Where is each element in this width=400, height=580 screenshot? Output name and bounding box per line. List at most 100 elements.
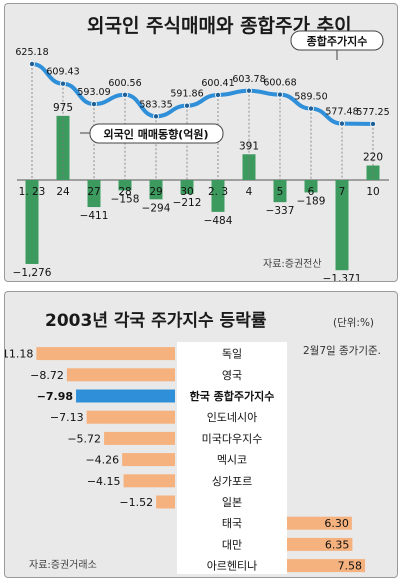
country-label: 아르헨티나 (207, 560, 258, 573)
index-change-bar (86, 410, 175, 424)
index-change-bar (123, 474, 175, 488)
country-label: 독일 (222, 347, 242, 361)
net-buy-bar (180, 180, 194, 194)
kospi-value-label: 589.50 (294, 92, 327, 103)
net-buy-bar (149, 180, 163, 200)
date-tick-label: 2. 3 (208, 186, 228, 198)
kospi-point (91, 101, 98, 108)
net-buy-bar (273, 180, 287, 203)
index-change-bar (287, 516, 352, 530)
net-buy-bar (87, 180, 101, 208)
net-buy-label: −1,371 (323, 273, 362, 281)
index-change-label: −7.98 (37, 390, 73, 403)
net-buy-label: −212 (173, 197, 202, 209)
kospi-point (183, 102, 190, 109)
line-legend-label: 종합주가지수 (307, 34, 368, 48)
net-buy-label: 220 (363, 152, 383, 164)
net-buy-label: 975 (53, 102, 73, 114)
date-tick-label: 1. 23 (19, 186, 46, 198)
kospi-value-label: 600.68 (263, 78, 296, 89)
kospi-value-label: 591.86 (170, 89, 203, 100)
index-change-bar (122, 453, 175, 467)
date-tick-label: 24 (56, 186, 70, 198)
kospi-point (276, 91, 283, 98)
net-buy-bar (211, 180, 225, 212)
index-change-label: −11.18 (5, 348, 33, 361)
index-change-bar (156, 495, 175, 509)
index-change-chart-panel: 2003년 각국 주가지수 등락률 (단위:%) 2월7일 종가기준. −11.… (4, 291, 398, 578)
kospi-point (369, 120, 376, 127)
country-label: 대만 (222, 538, 242, 551)
index-change-label: 7.58 (338, 560, 363, 573)
chart-title: 외국인 주식매매와 종합주가 추이 (87, 15, 352, 37)
date-tick-label: 7 (339, 186, 346, 198)
date-tick-label: 28 (118, 186, 131, 198)
date-tick-label: 27 (87, 186, 100, 198)
net-buy-label: −337 (266, 205, 295, 217)
kospi-value-label: 600.41 (201, 78, 234, 89)
date-tick-label: 29 (149, 186, 162, 198)
net-buy-label: −158 (111, 193, 140, 205)
foreign-trading-chart-panel: 외국인 주식매매와 종합주가 추이 −1,276 975 −411 −158 −294−… (4, 3, 398, 282)
date-tick-label: 30 (180, 186, 193, 198)
country-label: 싱가포르 (212, 475, 252, 488)
country-label: 영국 (222, 369, 242, 382)
date-tick-label: 5 (277, 186, 284, 198)
net-buy-label: −189 (297, 195, 326, 207)
kospi-value-label: 603.78 (232, 74, 265, 85)
net-buy-bar (335, 180, 349, 271)
index-change-label: −4.15 (87, 475, 121, 488)
line-legend-callout: 종합주가지수 (290, 30, 384, 60)
country-label: 미국다우지수 (202, 432, 263, 445)
kospi-value-label: 583.35 (139, 99, 172, 110)
date-tick-label: 6 (308, 186, 315, 198)
kospi-value-label: 593.09 (77, 87, 110, 98)
kospi-point (122, 91, 129, 98)
index-change-bar (104, 431, 175, 445)
date-tick-label: 10 (366, 186, 379, 198)
kospi-point (245, 87, 252, 94)
net-buy-bar (304, 180, 318, 193)
index-change-bar (36, 347, 176, 361)
net-buy-label: −411 (80, 210, 109, 222)
index-change-label: −8.72 (30, 369, 64, 382)
net-buy-label: 391 (239, 140, 259, 152)
net-buy-label: −484 (204, 215, 233, 227)
bar-legend-callout: 외국인 매매동향(억원) (80, 123, 224, 144)
kospi-value-label: 577.25 (356, 107, 389, 118)
index-change-bar (287, 559, 366, 573)
kospi-point (152, 113, 159, 120)
net-buy-bar (25, 180, 39, 264)
category-column (177, 342, 287, 574)
kospi-value-label: 600.56 (108, 78, 141, 89)
index-change-label: −1.52 (119, 496, 153, 509)
kospi-value-label: 625.18 (15, 47, 48, 58)
kospi-point (307, 105, 314, 112)
net-buy-label: −294 (142, 202, 171, 214)
date-tick-label: 4 (246, 186, 253, 198)
net-buy-bar (118, 180, 132, 191)
index-change-label: −7.13 (50, 411, 84, 424)
index-change-label: 6.35 (325, 538, 350, 551)
chart-title-2: 2003년 각국 주가지수 등락률 (45, 311, 267, 331)
index-change-label: −5.72 (67, 432, 101, 445)
base-date-note: 2월7일 종가기준. (303, 344, 381, 357)
kospi-point (28, 61, 35, 68)
country-label: 인도네시아 (207, 411, 258, 424)
unit-label: (단위:%) (333, 316, 374, 329)
source-note-2: 자료:증권거래소 (29, 559, 97, 571)
kospi-line (30, 62, 375, 126)
country-label: 태국 (222, 517, 242, 530)
kospi-value-label: 577.48 (325, 107, 358, 118)
country-label: 한국 종합주가지수 (190, 389, 275, 403)
country-label: 멕시코 (217, 454, 247, 467)
index-change-chart: 2003년 각국 주가지수 등락률 (단위:%) 2월7일 종가기준. −11.… (5, 311, 381, 574)
kospi-point (60, 80, 67, 87)
bar-legend-label: 외국인 매매동향(억원) (104, 127, 209, 141)
index-change-label: 6.30 (324, 517, 349, 530)
net-buy-label: −1,276 (13, 267, 52, 279)
source-note: 자료:증권전산 (263, 258, 322, 270)
kospi-value-label: 609.43 (46, 67, 79, 78)
index-change-bar (66, 368, 175, 382)
index-change-label: −4.26 (85, 454, 119, 467)
